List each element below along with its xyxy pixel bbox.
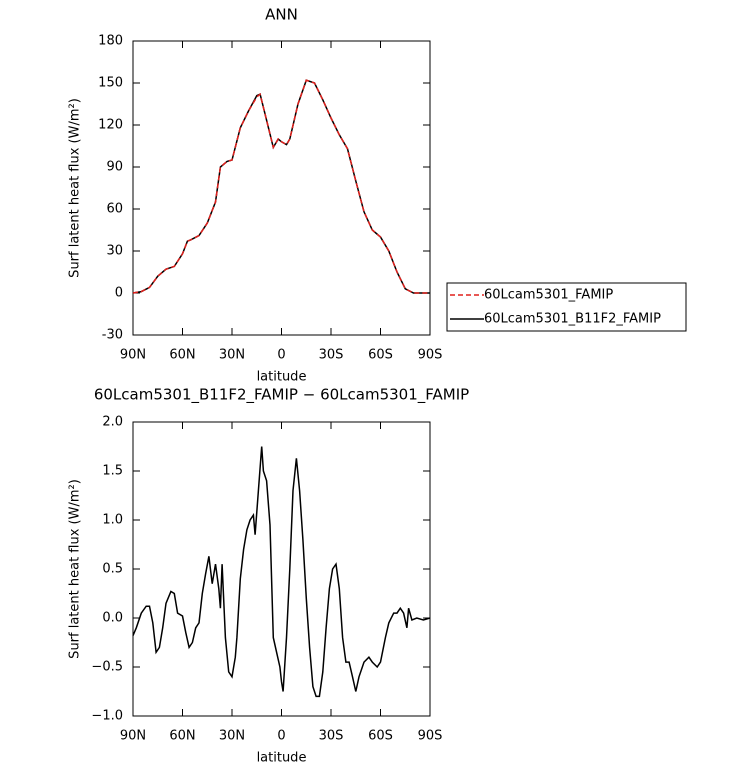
y-tick-label: 1.5	[102, 464, 123, 479]
data-line	[132, 446, 431, 698]
y-tick-label: −0.5	[91, 660, 123, 675]
x-tick-label: 0	[277, 729, 285, 744]
y-tick-label: 150	[98, 76, 123, 91]
y-axis-label: Surf latent heat flux (W/m²)	[68, 479, 83, 659]
y-tick-label: 0.0	[102, 611, 123, 626]
y-tick-label: 1.0	[102, 513, 123, 528]
y-tick-label: 30	[106, 244, 123, 259]
x-tick-label: 90N	[120, 729, 146, 744]
chart-title: ANN	[265, 6, 298, 24]
x-tick-label: 90N	[120, 348, 146, 363]
x-tick-label: 60N	[169, 348, 195, 363]
x-tick-label: 60N	[169, 729, 195, 744]
y-tick-label: 90	[106, 160, 123, 175]
x-tick-label: 60S	[368, 729, 393, 744]
y-axis-label: Surf latent heat flux (W/m²)	[68, 98, 83, 278]
y-tick-label: 60	[106, 202, 123, 217]
x-tick-label: 30N	[219, 348, 245, 363]
y-tick-label: 0.5	[102, 562, 123, 577]
x-tick-label: 90S	[418, 729, 443, 744]
y-tick-label: −1.0	[91, 709, 123, 724]
x-tick-label: 60S	[368, 348, 393, 363]
y-tick-label: 120	[98, 118, 123, 133]
x-axis-label: latitude	[257, 370, 307, 385]
x-tick-label: 90S	[418, 348, 443, 363]
x-tick-label: 30N	[219, 729, 245, 744]
x-tick-label: 0	[277, 348, 285, 363]
x-axis-label: latitude	[257, 751, 307, 766]
plot-frame	[132, 40, 431, 336]
y-tick-label: 180	[98, 34, 123, 49]
x-tick-label: 30S	[319, 729, 344, 744]
x-tick-label: 30S	[319, 348, 344, 363]
plot-frame	[132, 421, 431, 717]
y-tick-label: -30	[102, 328, 123, 343]
chart-title: 60Lcam5301_B11F2_FAMIP − 60Lcam5301_FAMI…	[94, 386, 469, 405]
legend-label: 60Lcam5301_FAMIP	[484, 288, 613, 303]
legend-box	[446, 282, 687, 332]
data-line	[132, 79, 430, 294]
y-tick-label: 2.0	[102, 415, 123, 430]
y-tick-label: 0	[115, 286, 123, 301]
legend-label: 60Lcam5301_B11F2_FAMIP	[484, 312, 661, 327]
